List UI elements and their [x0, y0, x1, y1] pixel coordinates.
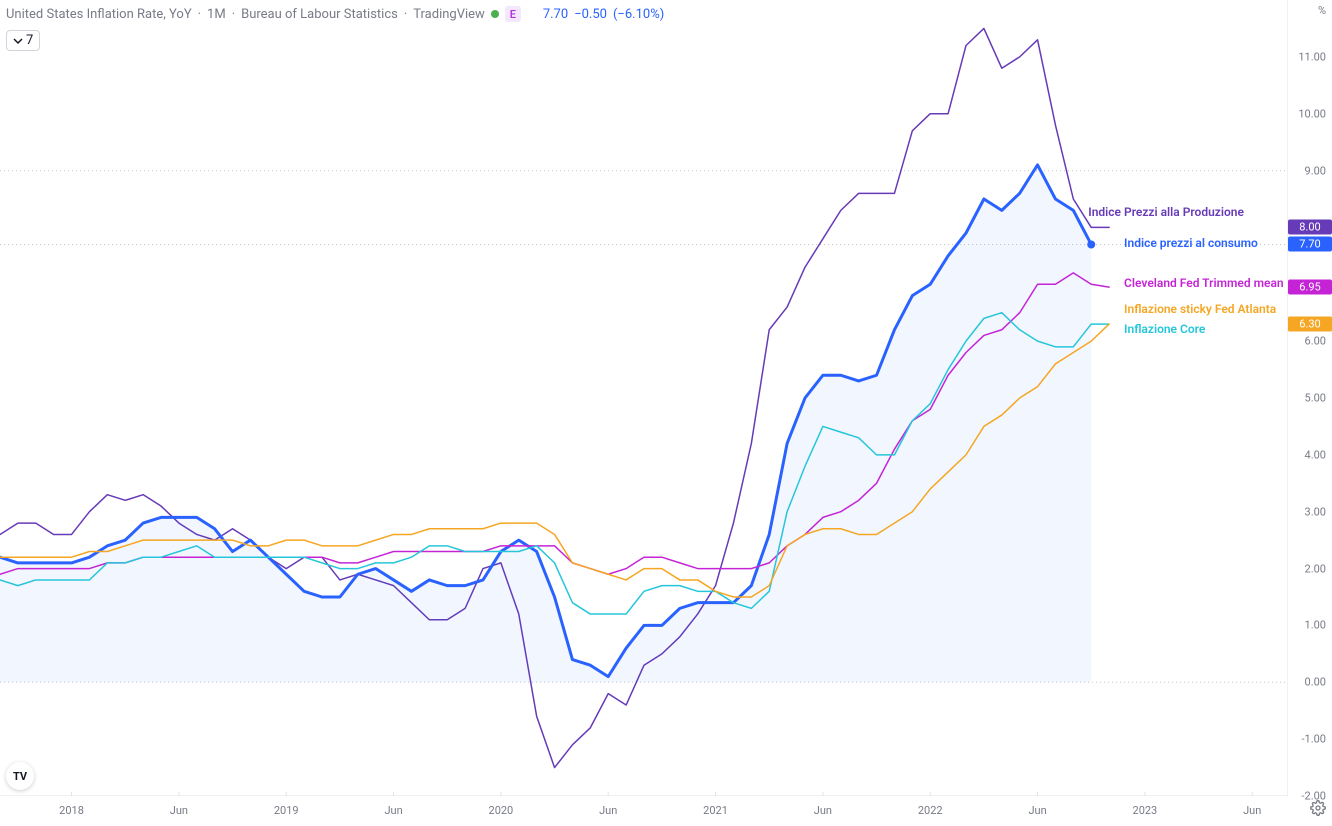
y-tick: 2.00	[1305, 562, 1326, 575]
y-tick: 5.00	[1305, 392, 1326, 405]
x-tick: Jun	[1028, 804, 1046, 817]
x-tick: 2020	[489, 804, 514, 817]
price-tag: 8.00	[1288, 220, 1332, 235]
series-label: Indice prezzi al consumo	[1124, 236, 1258, 250]
series-label: Indice Prezzi alla Produzione	[1088, 205, 1244, 219]
y-tick: 3.00	[1305, 505, 1326, 518]
settings-button[interactable]	[1310, 800, 1326, 820]
series-label: Inflazione sticky Fed Atlanta	[1124, 302, 1276, 316]
x-tick: Jun	[384, 804, 402, 817]
x-tick: 2021	[703, 804, 728, 817]
x-tick: 2023	[1133, 804, 1158, 817]
gear-icon	[1310, 800, 1326, 816]
y-tick: 9.00	[1305, 164, 1326, 177]
tradingview-logo[interactable]: TV	[6, 762, 34, 790]
series-label: Inflazione Core	[1124, 322, 1205, 336]
y-tick: 11.00	[1298, 50, 1326, 63]
y-axis-unit: %	[1318, 4, 1326, 17]
y-tick: -1.00	[1302, 733, 1327, 746]
y-tick: 10.00	[1298, 107, 1326, 120]
price-tag: 6.95	[1288, 280, 1332, 295]
tradingview-logo-text: TV	[13, 770, 27, 783]
y-axis[interactable]: % -2.00-1.000.001.002.003.004.005.006.00…	[1288, 0, 1332, 796]
y-tick: 4.00	[1305, 448, 1326, 461]
y-tick: 6.00	[1305, 335, 1326, 348]
y-tick: 1.00	[1305, 619, 1326, 632]
chart-plot[interactable]	[0, 0, 1288, 796]
y-tick: 0.00	[1305, 676, 1326, 689]
price-tag: 7.70	[1288, 237, 1332, 252]
x-tick: 2022	[918, 804, 943, 817]
price-tag: 6.30	[1288, 317, 1332, 332]
x-tick: Jun	[814, 804, 832, 817]
series-label: Cleveland Fed Trimmed mean	[1124, 276, 1284, 290]
x-tick: Jun	[1243, 804, 1261, 817]
x-tick: 2019	[274, 804, 299, 817]
x-tick: Jun	[599, 804, 617, 817]
x-tick: Jun	[170, 804, 188, 817]
x-tick: 2018	[59, 804, 84, 817]
x-axis[interactable]: 2018 Jun 2019 Jun 2020 Jun 2021 Jun 2022 Jun 2023 J…	[0, 796, 1288, 826]
